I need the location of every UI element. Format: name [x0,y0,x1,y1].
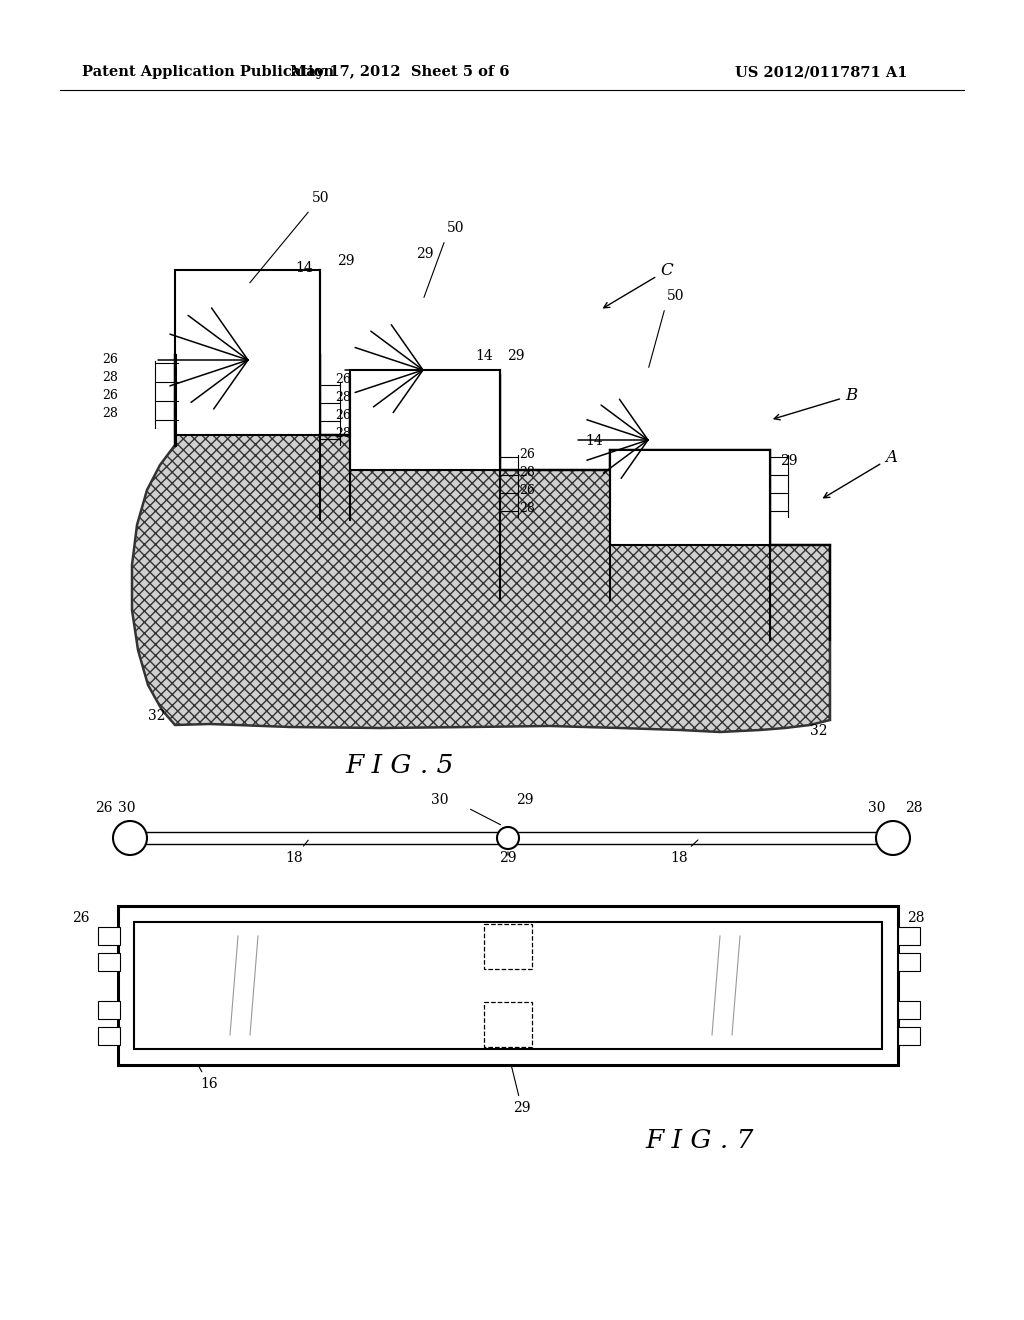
Text: 28: 28 [905,801,923,814]
Text: 29: 29 [337,253,354,268]
Text: F I G . 5: F I G . 5 [346,752,455,777]
Bar [350,370,500,470]
Text: 30: 30 [430,793,449,807]
Text: 50: 50 [312,191,330,205]
Text: 16: 16 [200,1068,218,1092]
Text: 14: 14 [295,261,312,275]
Text: Patent Application Publication: Patent Application Publication [82,65,334,79]
Bar [98,1001,120,1019]
Text: 28: 28 [519,466,535,479]
Text: 32: 32 [148,709,166,723]
Circle shape [497,828,519,849]
Text: 26: 26 [335,409,351,422]
Text: 29: 29 [416,247,433,261]
Text: 28: 28 [335,426,351,440]
Text: 29: 29 [500,851,517,865]
Text: 26: 26 [102,352,118,366]
Bar [898,953,920,972]
Text: 29: 29 [509,1055,530,1115]
Text: 20: 20 [498,969,518,986]
Polygon shape [132,355,830,733]
Text: May 17, 2012  Sheet 5 of 6: May 17, 2012 Sheet 5 of 6 [290,65,510,79]
Text: C: C [604,261,673,308]
Text: 30: 30 [118,801,135,814]
Text: 29: 29 [780,454,798,469]
Text: F I G . 7: F I G . 7 [646,1129,755,1152]
Text: B: B [774,387,857,420]
Text: A: A [823,449,897,498]
Text: 26: 26 [335,374,351,385]
Text: 30: 30 [868,801,886,814]
Text: 28: 28 [519,502,535,515]
Bar [484,1002,532,1047]
Text: US 2012/0117871 A1: US 2012/0117871 A1 [735,65,907,79]
Bar [610,450,770,545]
Text: 26: 26 [73,911,90,925]
Bar [134,921,882,1049]
Text: 28: 28 [335,391,351,404]
Text: 14: 14 [475,348,493,363]
Bar [118,906,898,1065]
Bar [98,1027,120,1045]
Text: 32: 32 [810,723,827,738]
Circle shape [876,821,910,855]
Text: 18: 18 [670,840,698,865]
Circle shape [113,821,147,855]
Text: 28: 28 [102,371,118,384]
Text: 18: 18 [285,840,308,865]
Bar [98,953,120,972]
Text: 26: 26 [519,484,535,498]
Bar [484,924,532,969]
Text: 14: 14 [585,434,603,447]
Text: 50: 50 [667,289,684,304]
Text: 26: 26 [102,389,118,403]
Text: 28: 28 [907,911,925,925]
Text: 29: 29 [507,348,524,363]
Bar [898,927,920,945]
Bar [98,927,120,945]
Text: 28: 28 [102,407,118,420]
Bar [898,1001,920,1019]
Bar [175,271,319,436]
Text: 26: 26 [95,801,113,814]
Text: 50: 50 [447,220,465,235]
Text: 26: 26 [519,447,535,461]
Bar [898,1027,920,1045]
Text: 29: 29 [516,793,534,807]
